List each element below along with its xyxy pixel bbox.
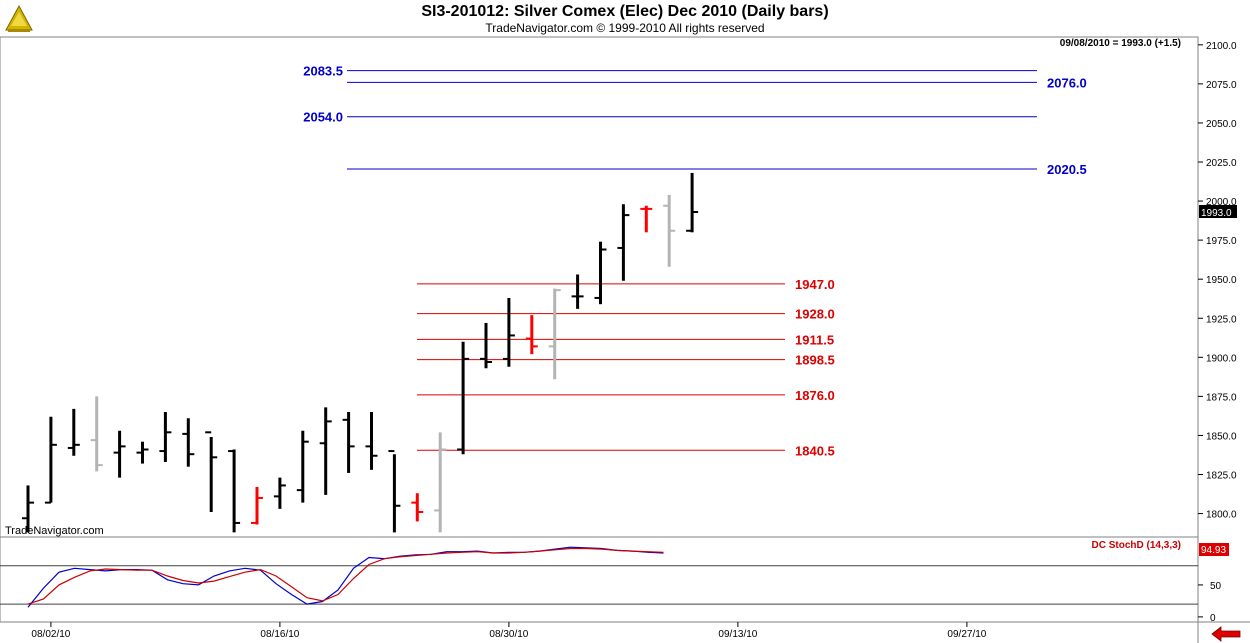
level-label: 1898.5 (795, 353, 835, 368)
chart-copyright: TradeNavigator.com © 1999-2010 All right… (485, 21, 765, 35)
date-x-axis: 08/02/10 08/16/10 08/30/10 09/13/10 09/27/10 (31, 622, 987, 640)
price-y-tick-label: 2100.0 (1206, 41, 1237, 52)
price-y-tick-label: 1875.0 (1206, 392, 1237, 403)
level-label: 1911.5 (795, 332, 834, 347)
ohlc-bar (480, 322, 492, 369)
ohlc-bar (182, 418, 195, 467)
ohlc-bar (319, 407, 332, 495)
stoch-indicator-label: DC StochD (14,3,3) (1092, 540, 1181, 551)
price-y-tick-label: 2075.0 (1206, 80, 1237, 91)
stoch-series-d (27, 547, 664, 605)
ohlc-bar (525, 315, 538, 355)
stoch-y-tick-label: 50 (1210, 581, 1222, 592)
ohlc-bar (251, 487, 263, 525)
chart-title: SI3-201012: Silver Comex (Elec) Dec 2010… (421, 3, 829, 20)
ohlc-bar (686, 172, 699, 233)
trade-navigator-logo-icon (2, 2, 36, 34)
ohlc-bar (136, 441, 149, 464)
ohlc-bar (594, 241, 607, 305)
price-y-tick-label: 1850.0 (1206, 431, 1237, 442)
level-label: 1947.0 (795, 277, 835, 292)
ohlc-bar (273, 477, 286, 509)
price-y-tick-label: 1950.0 (1206, 275, 1237, 286)
watermark-text: TradeNavigator.com (5, 525, 104, 537)
level-label: 1840.5 (795, 443, 835, 458)
level-label: 1876.0 (795, 388, 835, 403)
x-tick-label: 08/02/10 (31, 629, 70, 640)
ohlc-bar (159, 412, 172, 462)
last-price-marker: 1993.0 (1199, 205, 1237, 219)
price-y-tick-label: 1975.0 (1206, 236, 1237, 247)
ohlc-bar (296, 430, 309, 503)
price-y-tick-label: 2050.0 (1206, 119, 1237, 130)
level-label: 2083.5 (303, 64, 343, 79)
ohlc-bar (388, 450, 401, 533)
fibonacci-levels: 2083.5 2076.0 2054.0 2020.5 1947.0 1928.0 1911… (303, 64, 1087, 459)
x-tick-label: 09/27/10 (947, 629, 986, 640)
ohlc-bar (44, 416, 57, 504)
ohlc-bar (228, 449, 241, 533)
x-tick-label: 08/16/10 (260, 629, 299, 640)
ohlc-bar (571, 274, 584, 309)
quote-readout: 09/08/2010 = 1993.0 (+1.5) (1060, 38, 1181, 49)
price-y-tick-label: 2000.0 (1206, 197, 1237, 208)
level-label: 1928.0 (795, 307, 835, 322)
ohlc-bar (205, 431, 218, 512)
ohlc-bar (548, 288, 561, 380)
price-y-tick-label: 1800.0 (1206, 510, 1237, 521)
ohlc-bar (617, 204, 630, 281)
stoch-last-value-marker: 94.93 (1199, 543, 1229, 556)
ohlc-bar (502, 297, 515, 367)
last-price-label: 1993.0 (1201, 208, 1232, 219)
stoch-y-axis: 0 50 (0, 565, 1222, 624)
ohlc-bar (113, 430, 126, 478)
ohlc-bar (434, 432, 447, 533)
ohlc-bars (22, 172, 699, 533)
price-y-tick-label: 1900.0 (1206, 353, 1237, 364)
ohlc-bar (67, 408, 80, 456)
price-y-tick-label: 1825.0 (1206, 471, 1237, 482)
x-tick-label: 08/30/10 (489, 629, 528, 640)
level-label: 2020.5 (1047, 162, 1087, 177)
price-y-axis: 1800.0 1825.0 1850.0 1875.0 1900.0 1925.0 1950… (1198, 41, 1237, 521)
x-tick-label: 09/13/10 (718, 629, 757, 640)
ohlc-bar (90, 396, 103, 472)
ohlc-bar (365, 412, 378, 470)
chart-header: SI3-201012: Silver Comex (Elec) Dec 2010… (0, 0, 1250, 36)
stoch-last-value-label: 94.93 (1201, 545, 1226, 556)
ohlc-bar (640, 205, 653, 233)
ohlc-bar (342, 412, 355, 473)
level-label: 2076.0 (1047, 75, 1087, 90)
ohlc-bar (411, 493, 424, 522)
ohlc-bar (663, 194, 676, 267)
scroll-left-arrow-icon[interactable] (1211, 626, 1241, 642)
price-y-tick-label: 1925.0 (1206, 314, 1237, 325)
price-y-tick-label: 2025.0 (1206, 158, 1237, 169)
stochastic-lines (27, 546, 664, 608)
ohlc-bar (22, 485, 34, 533)
level-label: 2054.0 (303, 110, 343, 125)
stoch-y-tick-label: 0 (1210, 613, 1216, 624)
ohlc-bar (457, 341, 470, 455)
